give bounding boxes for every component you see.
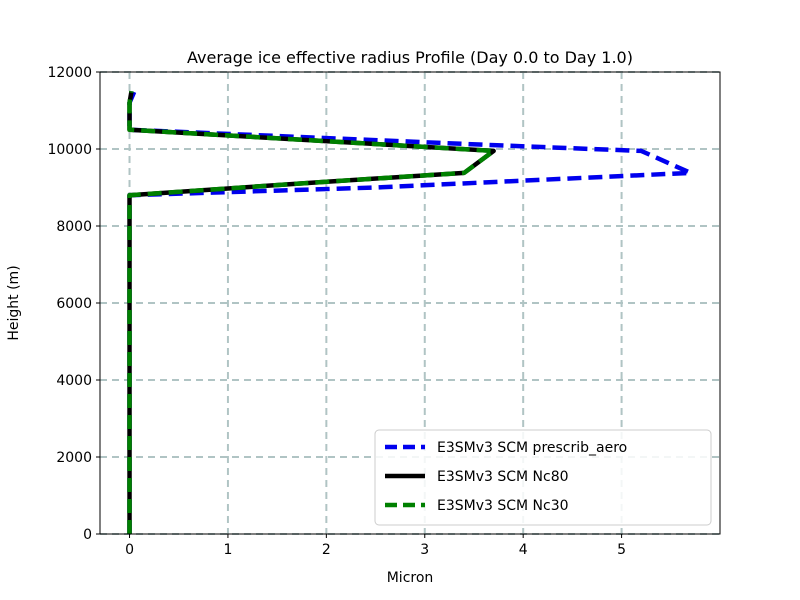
x-tick-label: 4 <box>519 542 528 558</box>
legend: E3SMv3 SCM prescrib_aero E3SMv3 SCM Nc80 E… <box>374 429 712 526</box>
legend-frame <box>374 429 712 526</box>
chart-title: Average ice effective radius Profile (Da… <box>187 48 633 67</box>
x-tick-label: 3 <box>420 542 429 558</box>
y-axis-label: Height (m) <box>6 265 22 340</box>
ticks: 0 1 2 3 4 5 0 2000 4000 6000 8000 10000 12000 <box>47 65 626 558</box>
x-tick-label: 1 <box>223 542 232 558</box>
series-line-1 <box>127 90 693 534</box>
x-tick-label: 2 <box>322 542 331 558</box>
x-tick-label: 5 <box>617 542 626 558</box>
series-lines <box>127 90 693 534</box>
y-tick-label: 4000 <box>56 373 92 389</box>
y-tick-label: 10000 <box>47 142 92 158</box>
legend-label-2: E3SMv3 SCM Nc80 <box>437 469 569 485</box>
y-tick-label: 6000 <box>56 296 92 312</box>
y-tick-label: 12000 <box>47 65 92 81</box>
x-tick-label: 0 <box>125 542 134 558</box>
y-tick-label: 2000 <box>56 450 92 466</box>
legend-label-1: E3SMv3 SCM prescrib_aero <box>437 440 627 456</box>
x-axis-label: Micron <box>387 570 434 586</box>
y-tick-label: 0 <box>83 527 92 543</box>
legend-label-3: E3SMv3 SCM Nc30 <box>437 498 569 514</box>
series-line-3 <box>127 90 496 534</box>
y-tick-label: 8000 <box>56 219 92 235</box>
